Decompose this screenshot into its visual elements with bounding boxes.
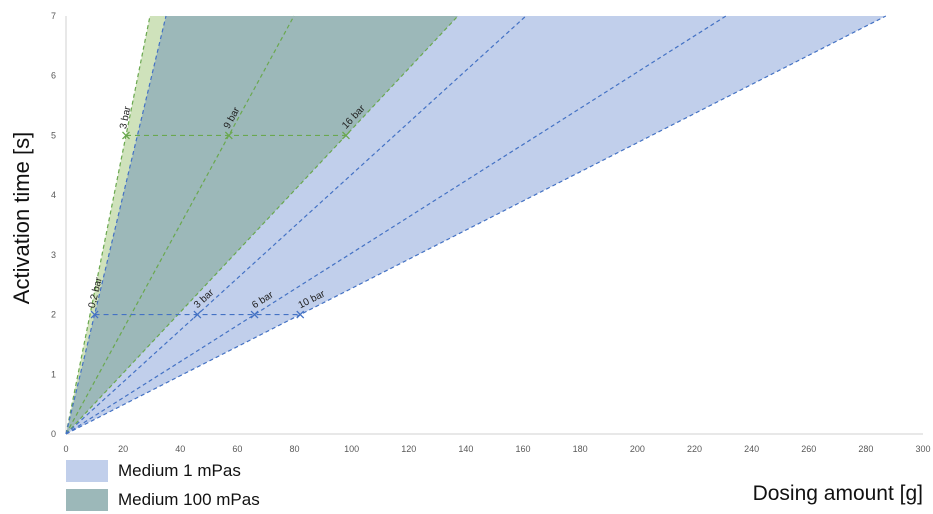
point-marker [296, 310, 305, 319]
legend-label-medium-100: Medium 100 mPas [118, 489, 260, 509]
x-tick-label: 20 [118, 444, 128, 454]
legend-label-medium-1: Medium 1 mPas [118, 460, 241, 480]
series-line [65, 15, 459, 435]
series-line [65, 15, 167, 435]
x-tick-label: 220 [687, 444, 702, 454]
x-tick-label: 180 [573, 444, 588, 454]
y-tick-label: 3 [51, 250, 56, 260]
y-tick-label: 6 [51, 71, 56, 81]
y-tick-label: 1 [51, 369, 56, 379]
y-tick-label: 2 [51, 310, 56, 320]
series-line [65, 15, 151, 435]
legend: Medium 1 mPas Medium 100 mPas [66, 456, 260, 514]
series-line [65, 15, 295, 435]
legend-swatch-medium-100 [66, 488, 108, 511]
point-marker [193, 310, 202, 319]
point-label: 3 bar [118, 105, 133, 130]
point-marker [224, 131, 233, 140]
x-tick-label: 300 [915, 444, 930, 454]
x-tick-label: 200 [630, 444, 645, 454]
x-tick-label: 100 [344, 444, 359, 454]
y-axis-title-wrap: Activation time [s] [2, 8, 42, 428]
legend-item-medium-1: Medium 1 mPas [66, 456, 260, 485]
x-axis-title: Dosing amount [g] [752, 482, 923, 505]
legend-item-medium-100: Medium 100 mPas [66, 485, 260, 514]
x-tick-label: 40 [175, 444, 185, 454]
y-tick-label: 7 [51, 11, 56, 21]
y-tick-label: 0 [51, 429, 56, 439]
x-tick-label: 120 [401, 444, 416, 454]
point-marker [341, 131, 350, 140]
y-tick-label: 4 [51, 190, 56, 200]
legend-swatch-medium-1 [66, 459, 108, 482]
x-tick-label: 80 [290, 444, 300, 454]
x-tick-label: 160 [516, 444, 531, 454]
point-marker [250, 310, 259, 319]
x-tick-label: 260 [801, 444, 816, 454]
point-marker [90, 310, 99, 319]
x-tick-label: 0 [63, 444, 68, 454]
series-line [65, 15, 527, 435]
x-tick-label: 140 [458, 444, 473, 454]
x-tick-label: 280 [858, 444, 873, 454]
y-tick-label: 5 [51, 130, 56, 140]
point-marker [122, 131, 130, 140]
x-tick-label: 60 [232, 444, 242, 454]
y-axis-title: Activation time [s] [9, 131, 34, 305]
x-tick-label: 240 [744, 444, 759, 454]
series-line [65, 15, 887, 435]
